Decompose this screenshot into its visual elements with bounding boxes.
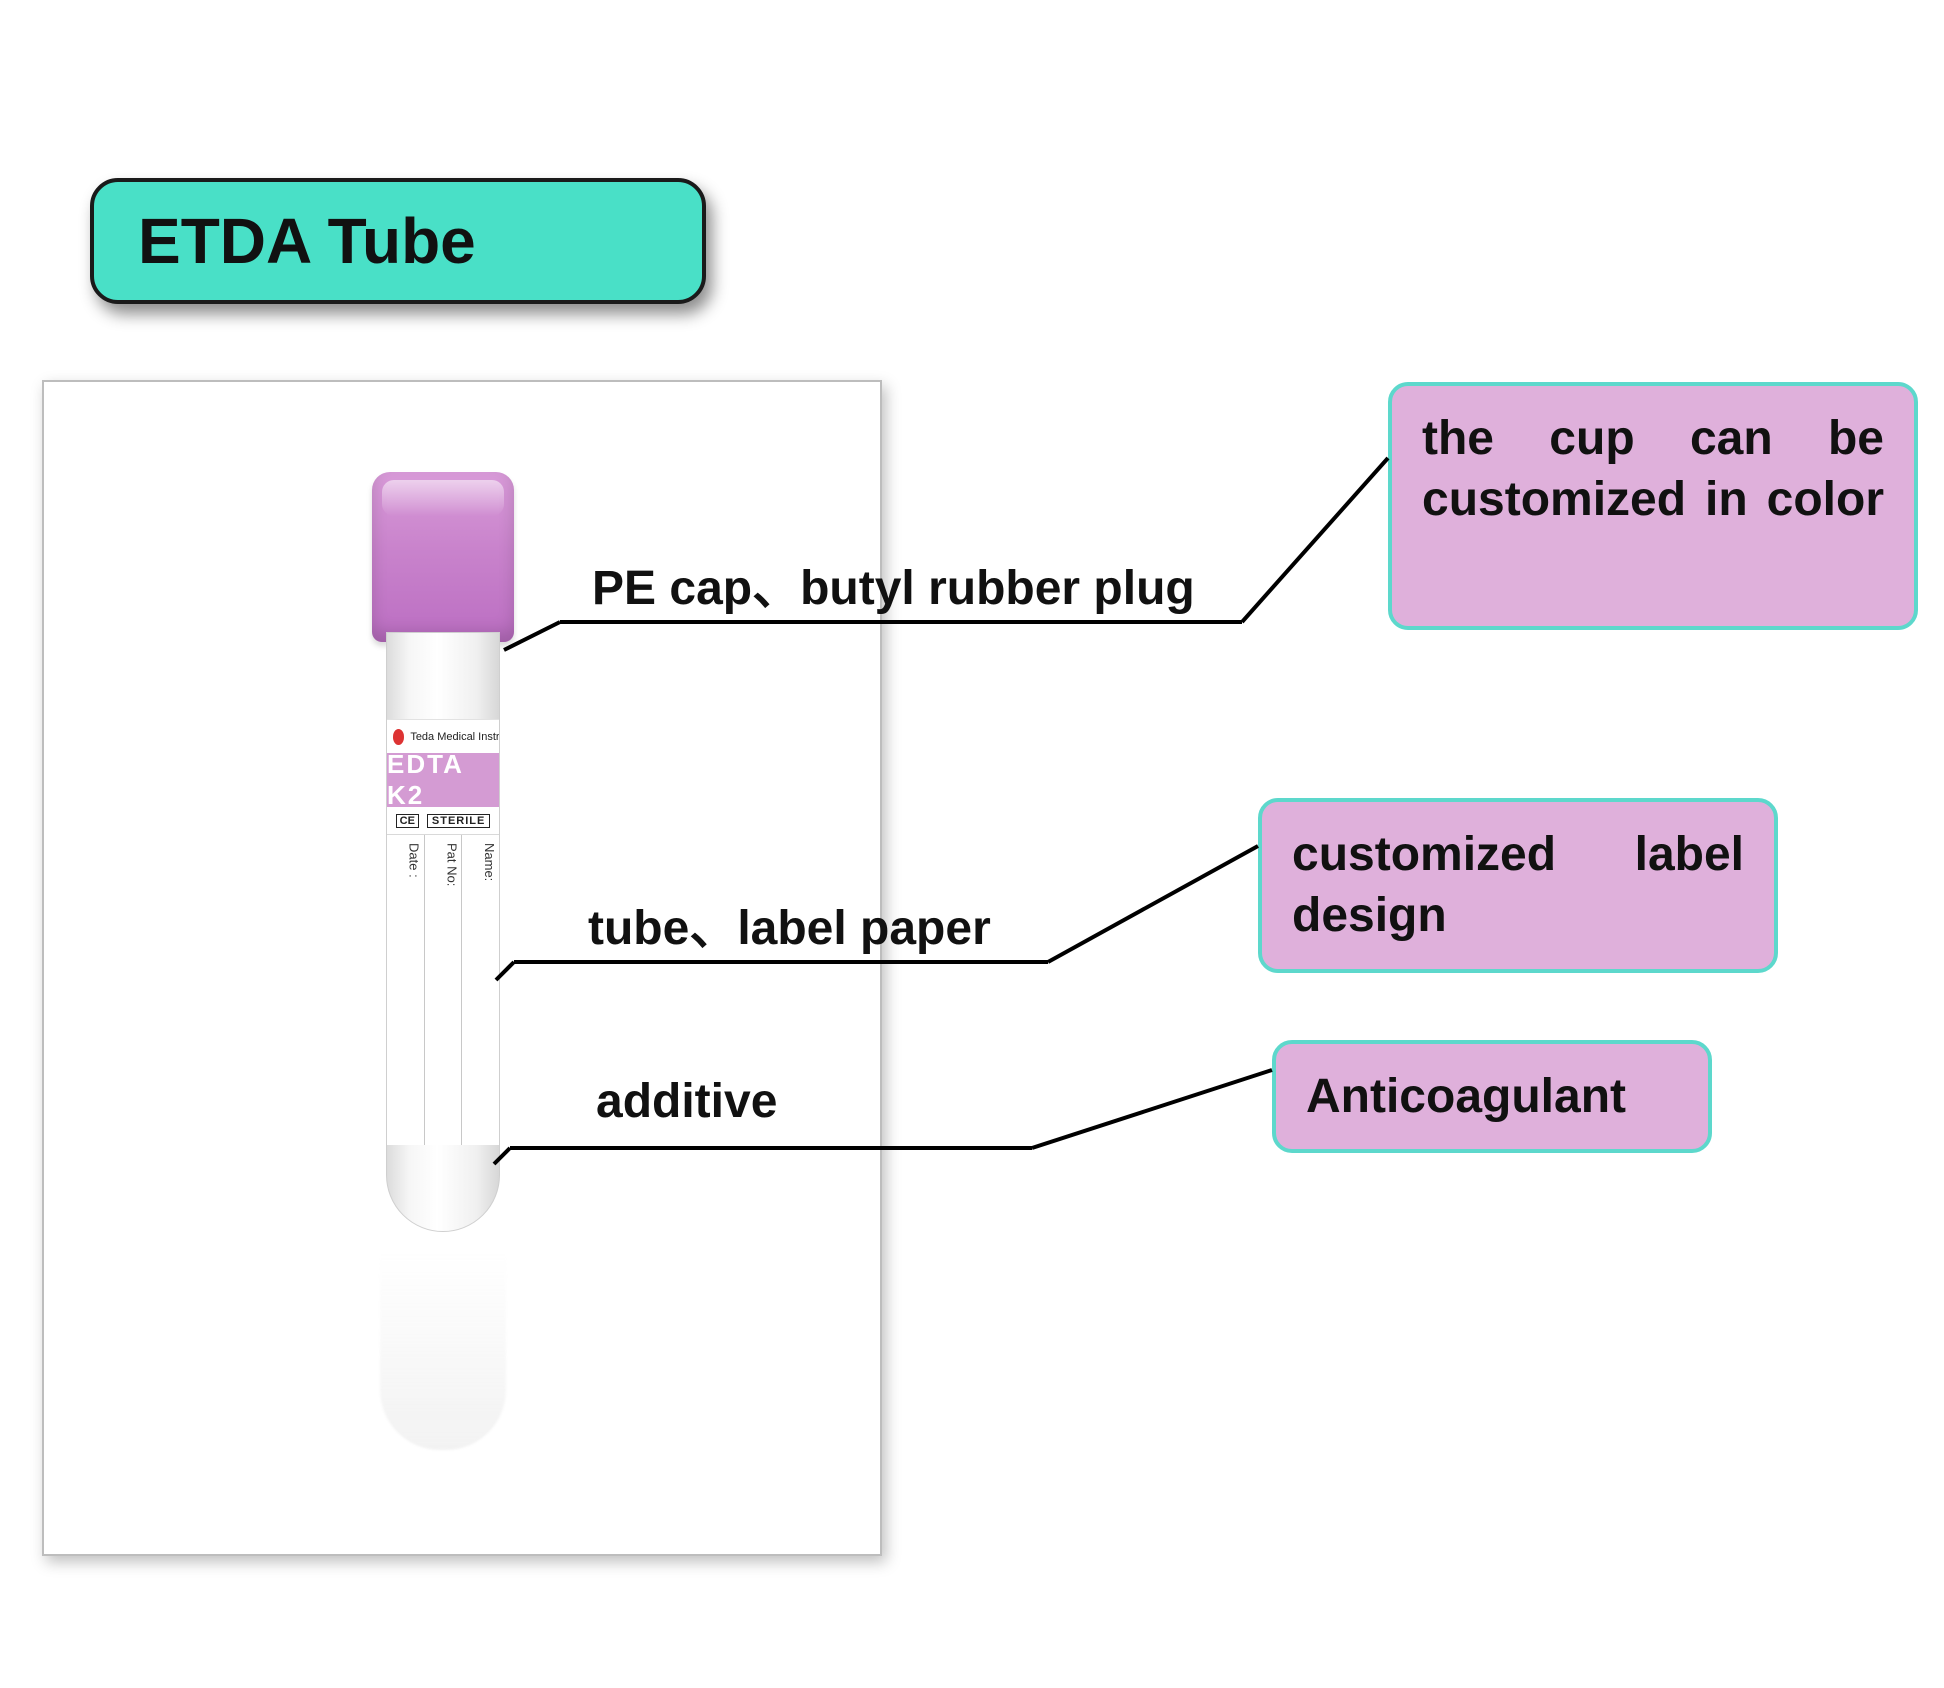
tube-edta-bar: EDTA K2 bbox=[387, 753, 499, 807]
ce-mark: CE bbox=[396, 814, 419, 828]
label-col: Pat No: bbox=[425, 835, 463, 1145]
brand-dot-icon bbox=[393, 729, 404, 745]
label-col: Date : bbox=[387, 835, 425, 1145]
brand-text: Teda Medical Instruments bbox=[410, 731, 499, 743]
callout-anticoag: Anticoagulant bbox=[1272, 1040, 1712, 1153]
title-pill: ETDA Tube bbox=[90, 178, 706, 304]
edta-bar-text: EDTA K2 bbox=[387, 749, 499, 811]
tube-sterile-bar: CE STERILE bbox=[387, 807, 499, 835]
sterile-mark: STERILE bbox=[427, 814, 490, 828]
tube-reflection bbox=[380, 1230, 506, 1450]
inline-label-additive: additive bbox=[596, 1074, 777, 1129]
tube-label-area: Date : Pat No: Name: bbox=[387, 835, 499, 1145]
callout-color: the cup can be customized in color bbox=[1388, 382, 1918, 630]
callout-labeldesign: customized label design bbox=[1258, 798, 1778, 973]
tube-cap bbox=[372, 472, 514, 642]
inline-label-cap: PE cap、butyl rubber plug bbox=[592, 548, 1195, 618]
tube-body: Teda Medical Instruments EDTA K2 CE STER… bbox=[386, 632, 500, 1232]
label-col: Name: bbox=[462, 835, 499, 1145]
inline-label-label: tube、label paper bbox=[588, 888, 991, 958]
title-text: ETDA Tube bbox=[138, 204, 476, 278]
diagram-canvas: ETDA Tube Teda Medical Instruments EDTA … bbox=[0, 0, 1944, 1688]
tube-illustration: Teda Medical Instruments EDTA K2 CE STER… bbox=[380, 472, 506, 1234]
tube-brand-bar: Teda Medical Instruments bbox=[387, 719, 499, 753]
